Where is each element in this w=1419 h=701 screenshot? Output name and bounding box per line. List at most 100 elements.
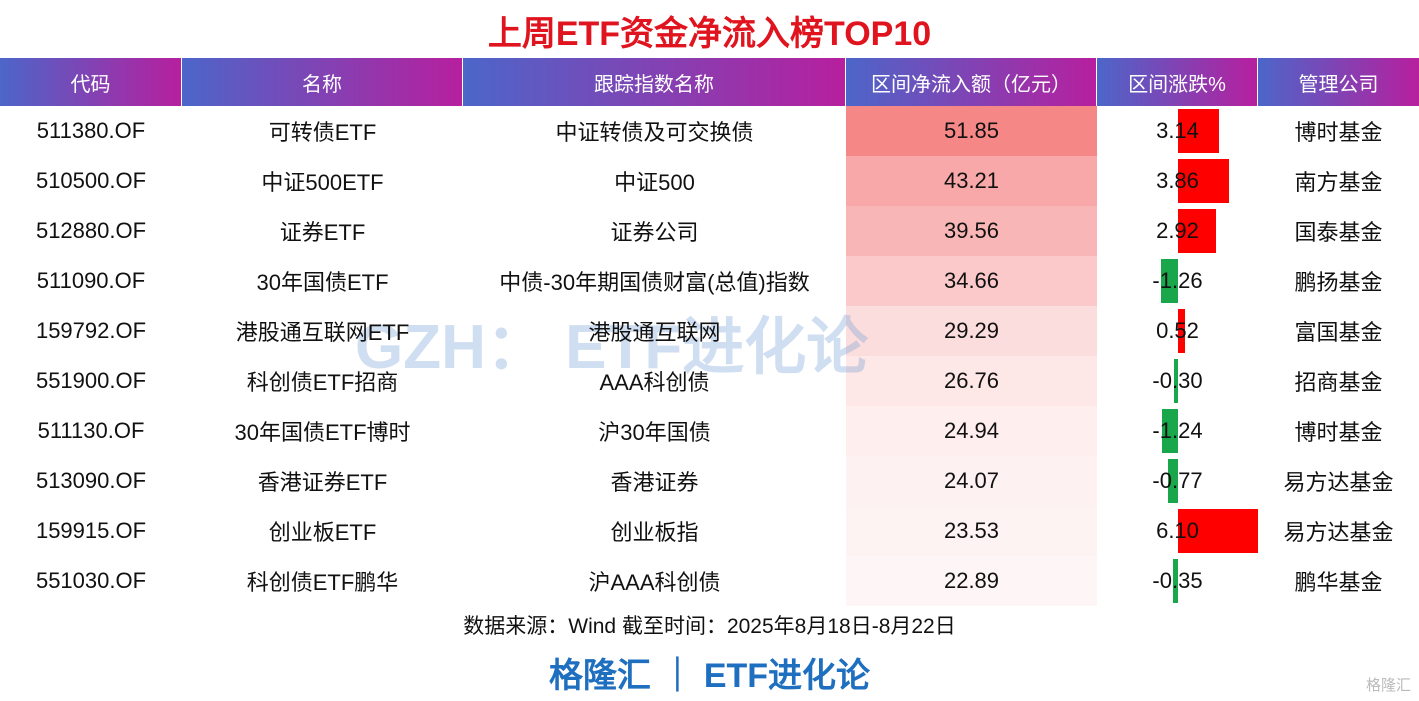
table-cell: 富国基金 <box>1258 306 1419 356</box>
change-bar <box>1174 359 1178 403</box>
cell-text: 国泰基金 <box>1294 220 1383 245</box>
table-cell: 招商基金 <box>1258 356 1419 406</box>
table-cell: 513090.OF <box>0 456 182 506</box>
table-cell: 科创债ETF鹏华 <box>182 556 463 606</box>
table-cell: 中证转债及可交换债 <box>463 106 846 156</box>
cell-text: -1.24 <box>1152 418 1203 443</box>
cell-text: 0.52 <box>1156 318 1199 343</box>
header-cell: 管理公司 <box>1258 58 1419 106</box>
header-cell: 跟踪指数名称 <box>463 58 845 106</box>
cell-text: 香港证券 <box>610 470 699 495</box>
table-cell: 6.10 <box>1097 506 1258 556</box>
table-cell: 鹏华基金 <box>1258 556 1419 606</box>
table-cell: -1.24 <box>1097 406 1258 456</box>
table-cell: 中证500 <box>463 156 846 206</box>
change-bar <box>1178 209 1217 253</box>
table-cell: 易方达基金 <box>1258 506 1419 556</box>
cell-text: 3.14 <box>1156 118 1199 143</box>
table-cell: 24.94 <box>846 406 1097 456</box>
change-bar <box>1178 159 1229 203</box>
cell-text: 159915.OF <box>35 518 147 543</box>
cell-text: 34.66 <box>943 268 1000 293</box>
table-cell: 博时基金 <box>1258 106 1419 156</box>
table-cell: 3.86 <box>1097 156 1258 206</box>
table-cell: 香港证券 <box>463 456 846 506</box>
cell-text: 6.10 <box>1156 518 1199 543</box>
cell-text: 26.76 <box>943 368 1000 393</box>
cell-text: 513090.OF <box>35 468 147 493</box>
header-cell: 名称 <box>182 58 462 106</box>
cell-text: 港股通互联网 <box>588 320 721 345</box>
cell-text: AAA科创债 <box>599 370 710 395</box>
table-cell: 证券公司 <box>463 206 846 256</box>
table-cell: -0.35 <box>1097 556 1258 606</box>
table-cell: 创业板指 <box>463 506 846 556</box>
table-cell: 29.29 <box>846 306 1097 356</box>
cell-text: -0.35 <box>1152 568 1203 593</box>
cell-text: -0.77 <box>1152 468 1203 493</box>
table-cell: AAA科创债 <box>463 356 846 406</box>
table-cell: 159792.OF <box>0 306 182 356</box>
table-cell: 24.07 <box>846 456 1097 506</box>
cell-text: -0.30 <box>1152 368 1203 393</box>
change-bar <box>1173 559 1178 603</box>
table-cell: 可转债ETF <box>182 106 463 156</box>
cell-text: 2.92 <box>1156 218 1199 243</box>
cell-text: 科创债ETF招商 <box>246 370 399 395</box>
cell-text: 中证500 <box>614 170 695 195</box>
cell-text: 南方基金 <box>1294 170 1383 195</box>
cell-text: 富国基金 <box>1294 320 1383 345</box>
cell-text: 中证500ETF <box>261 170 384 195</box>
cell-text: 创业板指 <box>610 520 699 545</box>
table-cell: 0.52 <box>1097 306 1258 356</box>
title: 上周ETF资金净流入榜TOP10 <box>487 15 932 53</box>
cell-text: 证券ETF <box>279 220 366 245</box>
cell-text: 博时基金 <box>1294 120 1383 145</box>
header-cell: 区间涨跌% <box>1097 58 1257 106</box>
cell-text: 30年国债ETF <box>256 270 389 295</box>
table-cell: 511380.OF <box>0 106 182 156</box>
table-cell: 南方基金 <box>1258 156 1419 206</box>
cell-text: -1.26 <box>1152 268 1203 293</box>
table-cell: 30年国债ETF <box>182 256 463 306</box>
table-cell: 43.21 <box>846 156 1097 206</box>
cell-text: 易方达基金 <box>1283 470 1394 495</box>
table-cell: 30年国债ETF博时 <box>182 406 463 456</box>
cell-text: 招商基金 <box>1294 370 1383 395</box>
table-cell: 鹏扬基金 <box>1258 256 1419 306</box>
cell-text: 港股通互联网ETF <box>235 320 410 345</box>
cell-text: 24.94 <box>943 418 1000 443</box>
table-cell: 34.66 <box>846 256 1097 306</box>
table-cell: -1.26 <box>1097 256 1258 306</box>
table-cell: -0.30 <box>1097 356 1258 406</box>
cell-text: 可转债ETF <box>268 120 377 145</box>
table-cell: 511130.OF <box>0 406 182 456</box>
cell-text: 511130.OF <box>37 418 145 443</box>
brand: 格隆汇 ｜ ETF进化论 <box>548 657 871 695</box>
cell-text: 科创债ETF鹏华 <box>246 570 399 595</box>
table-cell: 39.56 <box>846 206 1097 256</box>
table-cell: 港股通互联网ETF <box>182 306 463 356</box>
cell-text: 鹏扬基金 <box>1294 270 1383 295</box>
header-cell: 区间净流入额（亿元） <box>846 58 1096 106</box>
cell-text: 51.85 <box>943 118 1000 143</box>
change-bar <box>1178 109 1220 153</box>
cell-text: 39.56 <box>943 218 1000 243</box>
table-cell: 港股通互联网 <box>463 306 846 356</box>
cell-text: 22.89 <box>943 568 1000 593</box>
cell-text: 沪AAA科创债 <box>588 570 721 595</box>
header-cell: 代码 <box>0 58 181 106</box>
table-cell: 510500.OF <box>0 156 182 206</box>
table-cell: 创业板ETF <box>182 506 463 556</box>
table-cell: 2.92 <box>1097 206 1258 256</box>
cell-text: 中债-30年期国债财富(总值)指数 <box>499 270 810 295</box>
cell-text: 511380.OF <box>36 118 146 143</box>
cell-text: 中证转债及可交换债 <box>555 120 754 145</box>
table-cell: 26.76 <box>846 356 1097 406</box>
table-cell: 香港证券ETF <box>182 456 463 506</box>
cell-text: 博时基金 <box>1294 420 1383 445</box>
cell-text: 鹏华基金 <box>1294 570 1383 595</box>
table-cell: 23.53 <box>846 506 1097 556</box>
change-bar <box>1178 309 1185 353</box>
